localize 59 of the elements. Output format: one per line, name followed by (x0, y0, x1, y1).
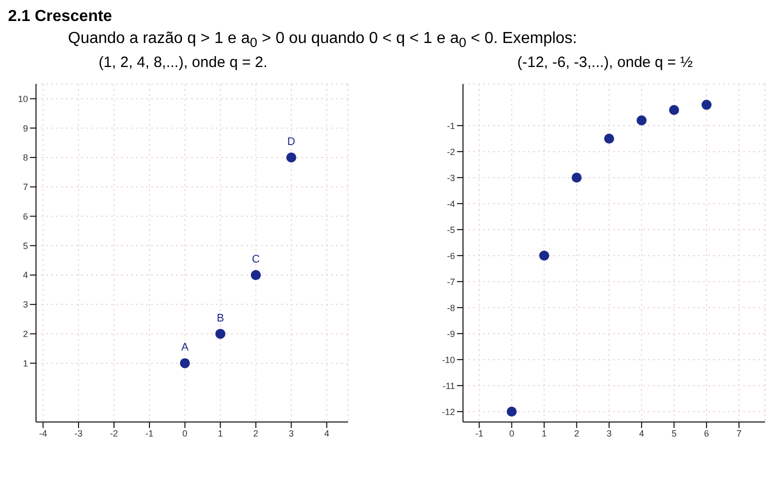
x-tick-label: 5 (672, 428, 677, 439)
point (636, 116, 647, 126)
point (572, 172, 582, 183)
chart-subtitle: Quando a razão q > 1 e a$_{0}$ > 0 ou quando 0 < q < 1 e a$_{0}$ < 0. Exemplos: (68, 30, 578, 50)
x-tick-label: 0 (182, 428, 188, 439)
x-tick-label: 7 (736, 428, 742, 439)
y-tick-label: -3 (446, 172, 455, 183)
x-tick-label: -4 (39, 428, 48, 439)
chart-title: (-12, -6, -3,...), onde q = ½ (516, 54, 694, 74)
y-tick-label: 3 (22, 300, 28, 310)
y-tick-label: 5 (22, 241, 28, 252)
y-tick-label: -10 (442, 354, 455, 365)
x-tick-label: 0 (509, 428, 514, 439)
x-tick-label: -1 (475, 428, 484, 439)
y-tick-label: -8 (446, 302, 455, 313)
x-tick-label: -3 (74, 428, 83, 439)
y-tick-label: -6 (446, 250, 455, 261)
y-tick-label: 6 (22, 212, 28, 222)
x-tick-label: 4 (324, 428, 330, 439)
point (539, 250, 550, 261)
data-label: D (287, 136, 296, 148)
point (702, 100, 712, 110)
text: (1, 2, 4, 8,...), onde q = 2. (98, 54, 268, 74)
x-tick-label: 3 (288, 428, 294, 439)
y-tick-label: 4 (22, 270, 28, 280)
point (180, 358, 190, 368)
y-tick-label: 8 (22, 152, 28, 163)
point (604, 134, 614, 144)
x-tick-label: 4 (639, 428, 644, 439)
x-tick-label: 3 (606, 428, 612, 439)
data-label: B (216, 312, 224, 324)
y-tick-label: 9 (22, 123, 28, 134)
y-tick-label: -4 (446, 198, 455, 209)
x-tick-label: 6 (704, 428, 710, 439)
y-tick-label: -12 (442, 406, 455, 417)
y-tick-label: 1 (22, 358, 28, 369)
point (215, 329, 226, 340)
y-tick-label: -2 (446, 146, 455, 157)
y-tick-label: -9 (446, 328, 455, 339)
y-tick-label: -11 (442, 380, 455, 391)
point (250, 270, 261, 280)
x-tick-label: -1 (145, 428, 154, 439)
y-tick-label: -7 (446, 276, 455, 287)
y-tick-label: 7 (22, 182, 28, 192)
x-tick-label: 2 (253, 428, 258, 439)
point (506, 406, 517, 417)
chart-title: 2.1 Crescente (8, 8, 114, 26)
y-tick-label: -5 (446, 224, 455, 235)
y-tick-label: 10 (18, 94, 28, 104)
data-label: C (252, 254, 260, 266)
data-label: A (181, 342, 190, 354)
x-tick-label: 1 (218, 428, 223, 439)
x-tick-label: 1 (542, 428, 547, 439)
point (286, 152, 296, 163)
y-tick-label: 2 (22, 329, 28, 340)
point (669, 105, 680, 116)
y-tick-label: -1 (446, 120, 455, 131)
x-tick-label: 2 (574, 428, 580, 439)
x-tick-label: -2 (110, 428, 118, 439)
